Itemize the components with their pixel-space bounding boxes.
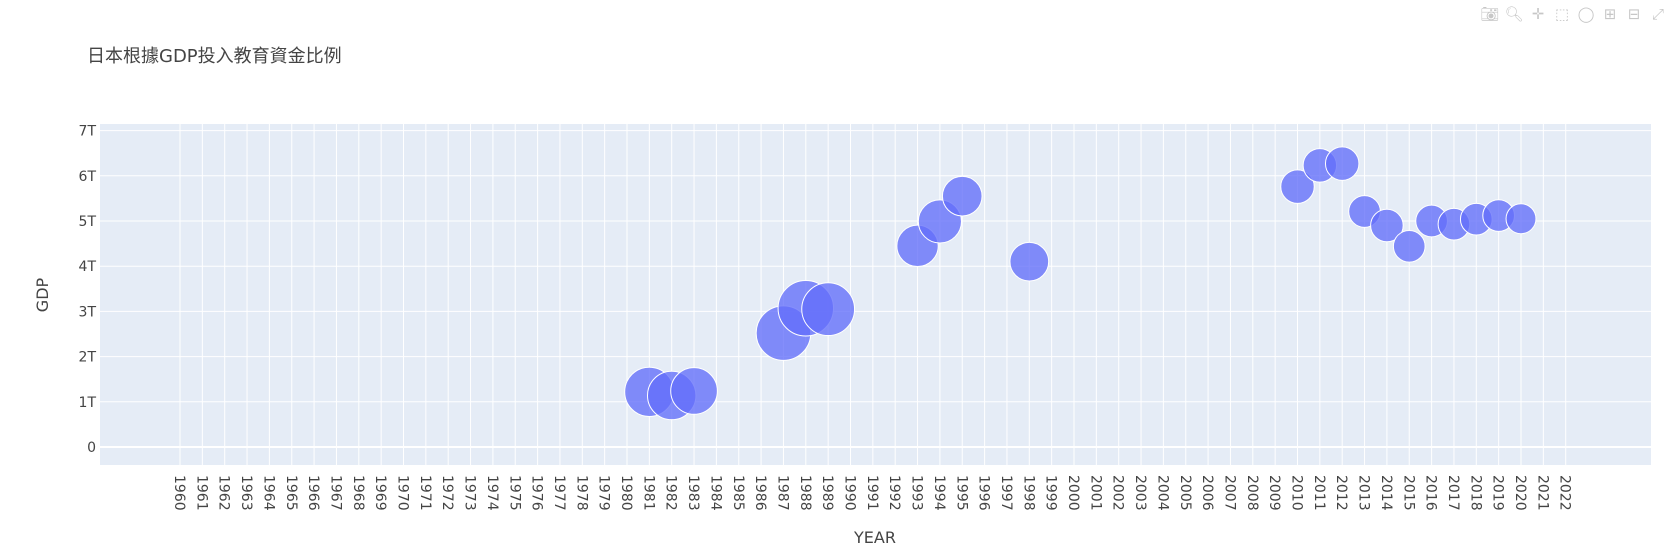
x-tick-label: 2010: [1289, 475, 1305, 511]
lasso-icon[interactable]: ◯: [1577, 5, 1595, 23]
x-tick-label: 1993: [909, 475, 925, 511]
x-tick-label: 1985: [730, 475, 746, 511]
x-tick-label: 2019: [1490, 475, 1506, 511]
y-tick-label: 4T: [79, 259, 97, 275]
x-tick-label: 1964: [260, 475, 276, 511]
x-tick-label: 1992: [886, 475, 902, 511]
x-tick-label: 2018: [1467, 475, 1483, 511]
x-tick-label: 1973: [462, 475, 478, 511]
data-point[interactable]: [1009, 241, 1050, 282]
x-tick-label: 1962: [216, 475, 232, 511]
data-point[interactable]: [941, 175, 983, 217]
x-tick-label: 2020: [1512, 475, 1528, 511]
y-tick-label: 1T: [79, 395, 97, 411]
y-tick-label: 7T: [79, 124, 97, 140]
x-tick-label: 1991: [864, 475, 880, 511]
x-tick-label: 1999: [1043, 475, 1059, 511]
x-tick-label: 2013: [1356, 475, 1372, 511]
x-tick-label: 1995: [953, 475, 969, 511]
plot-area: [100, 124, 1651, 465]
data-point[interactable]: [801, 282, 856, 337]
x-tick-label: 2001: [1087, 475, 1103, 511]
x-tick-label: 1987: [774, 475, 790, 511]
x-tick-label: 1969: [372, 475, 388, 511]
zoom-icon[interactable]: 🔍︎: [1504, 5, 1524, 23]
x-tick-label: 2017: [1445, 475, 1461, 511]
x-tick-label: 2022: [1557, 475, 1573, 511]
x-tick-label: 1967: [327, 475, 343, 511]
x-tick-label: 1984: [707, 475, 723, 511]
x-tick-label: 1997: [998, 475, 1014, 511]
data-point[interactable]: [1370, 208, 1404, 243]
x-tick-label: 1972: [439, 475, 455, 511]
x-tick-label: 2008: [1244, 475, 1260, 511]
x-tick-label: 2007: [1221, 475, 1237, 511]
x-tick-label: 1979: [596, 475, 612, 511]
y-tick-label: 0: [87, 440, 96, 456]
x-tick-label: 1974: [484, 475, 500, 511]
y-tick-label: 2T: [79, 350, 97, 366]
grid: [100, 124, 1651, 465]
zoom-in-icon[interactable]: ⊞: [1603, 5, 1617, 23]
x-tick-label: 1970: [395, 475, 411, 511]
x-tick-label: 1988: [797, 475, 813, 511]
x-tick-label: 1983: [685, 475, 701, 511]
x-tick-label: 1990: [842, 475, 858, 511]
x-tick-label: 1963: [238, 475, 254, 511]
x-tick-label: 1968: [350, 475, 366, 511]
x-tick-label: 1978: [573, 475, 589, 511]
x-tick-label: 2011: [1311, 475, 1327, 511]
data-point[interactable]: [1392, 229, 1426, 263]
x-tick-label: 1986: [752, 475, 768, 511]
camera-icon[interactable]: 📷︎: [1480, 5, 1500, 23]
pan-icon[interactable]: ✛: [1531, 5, 1545, 23]
x-tick-label: 1976: [529, 475, 545, 511]
x-tick-label: 1996: [976, 475, 992, 511]
x-tick-label: 1977: [551, 475, 567, 511]
data-points: [624, 146, 1537, 421]
x-tick-label: 1960: [171, 475, 187, 511]
data-point[interactable]: [1324, 146, 1360, 181]
x-tick-label: 2021: [1534, 475, 1550, 511]
data-point[interactable]: [1280, 169, 1315, 204]
y-tick-labels: 0 1T 2T 3T 4T 5T 6T 7T: [79, 124, 97, 456]
x-tick-label: 1989: [819, 475, 835, 511]
x-tick-label: 2005: [1177, 475, 1193, 511]
x-tick-label: 2016: [1423, 475, 1439, 511]
zoom-out-icon[interactable]: ⊟: [1627, 5, 1641, 23]
chart-title: 日本根據GDP投入教育資金比例: [87, 46, 342, 67]
x-tick-label: 2012: [1333, 475, 1349, 511]
x-tick-label: 1971: [417, 475, 433, 511]
x-tick-label: 2015: [1400, 475, 1416, 511]
x-tick-label: 2003: [1132, 475, 1148, 511]
x-tick-label: 1982: [663, 475, 679, 511]
data-point[interactable]: [1505, 203, 1537, 235]
data-point[interactable]: [670, 367, 718, 415]
x-tick-labels: 1960 1961 1962 1963 1964 1965 1966 1967 1968 1969…: [171, 475, 1573, 511]
y-tick-label: 3T: [79, 304, 97, 320]
x-tick-label: 1980: [618, 475, 634, 511]
x-tick-label: 1998: [1020, 475, 1036, 511]
x-tick-label: 2000: [1065, 475, 1081, 511]
box-select-icon[interactable]: ⬚: [1554, 5, 1570, 23]
x-tick-label: 2006: [1199, 475, 1215, 511]
x-tick-label: 2002: [1110, 475, 1126, 511]
modebar: 📷︎ 🔍︎ ✛ ⬚ ◯ ⊞ ⊟ ⤢: [1480, 4, 1668, 24]
x-tick-label: 2014: [1378, 475, 1394, 511]
x-tick-label: 1975: [506, 475, 522, 511]
x-tick-label: 2004: [1154, 475, 1170, 511]
autoscale-icon[interactable]: ⤢: [1651, 5, 1664, 23]
x-tick-label: 1994: [931, 475, 947, 511]
y-tick-label: 6T: [79, 169, 97, 185]
x-tick-label: 2009: [1266, 475, 1282, 511]
x-tick-label: 1965: [283, 475, 299, 511]
x-axis-title: YEAR: [853, 528, 896, 547]
x-tick-label: 1961: [193, 475, 209, 511]
x-tick-label: 1981: [640, 475, 656, 511]
y-axis-title: GDP: [33, 277, 52, 312]
y-tick-label: 5T: [79, 214, 97, 230]
x-tick-label: 1966: [305, 475, 321, 511]
